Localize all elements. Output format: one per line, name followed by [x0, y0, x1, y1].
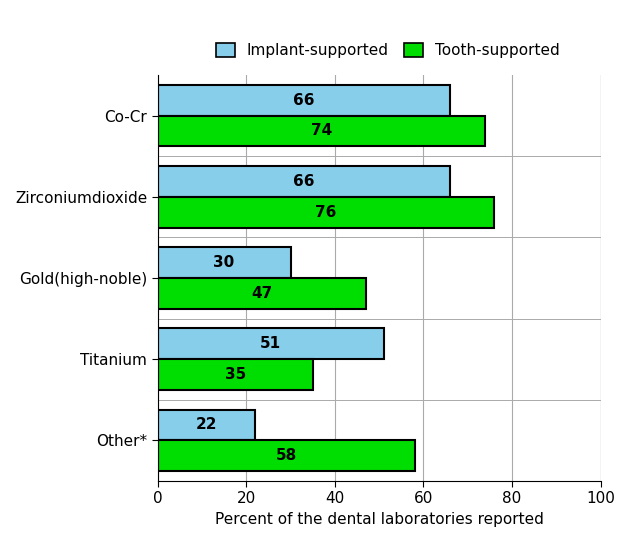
X-axis label: Percent of the dental laboratories reported: Percent of the dental laboratories repor…	[215, 512, 544, 527]
Text: 30: 30	[214, 255, 235, 270]
Bar	[158, 115, 485, 146]
Text: 51: 51	[260, 336, 281, 351]
Text: 22: 22	[196, 417, 217, 433]
Text: 35: 35	[224, 367, 246, 382]
Legend: Implant-supported, Tooth-supported: Implant-supported, Tooth-supported	[212, 38, 564, 63]
Bar	[158, 166, 450, 197]
Bar	[158, 410, 255, 441]
Text: 66: 66	[293, 174, 314, 189]
Bar	[158, 359, 312, 390]
Bar	[158, 441, 415, 472]
Text: 76: 76	[315, 205, 336, 220]
Text: 74: 74	[311, 124, 332, 139]
Bar	[158, 85, 450, 115]
Bar	[158, 328, 384, 359]
Bar	[158, 247, 290, 278]
Text: 58: 58	[275, 448, 297, 463]
Text: 47: 47	[251, 286, 272, 301]
Text: 66: 66	[293, 93, 314, 108]
Bar	[158, 197, 495, 228]
Bar	[158, 278, 366, 309]
